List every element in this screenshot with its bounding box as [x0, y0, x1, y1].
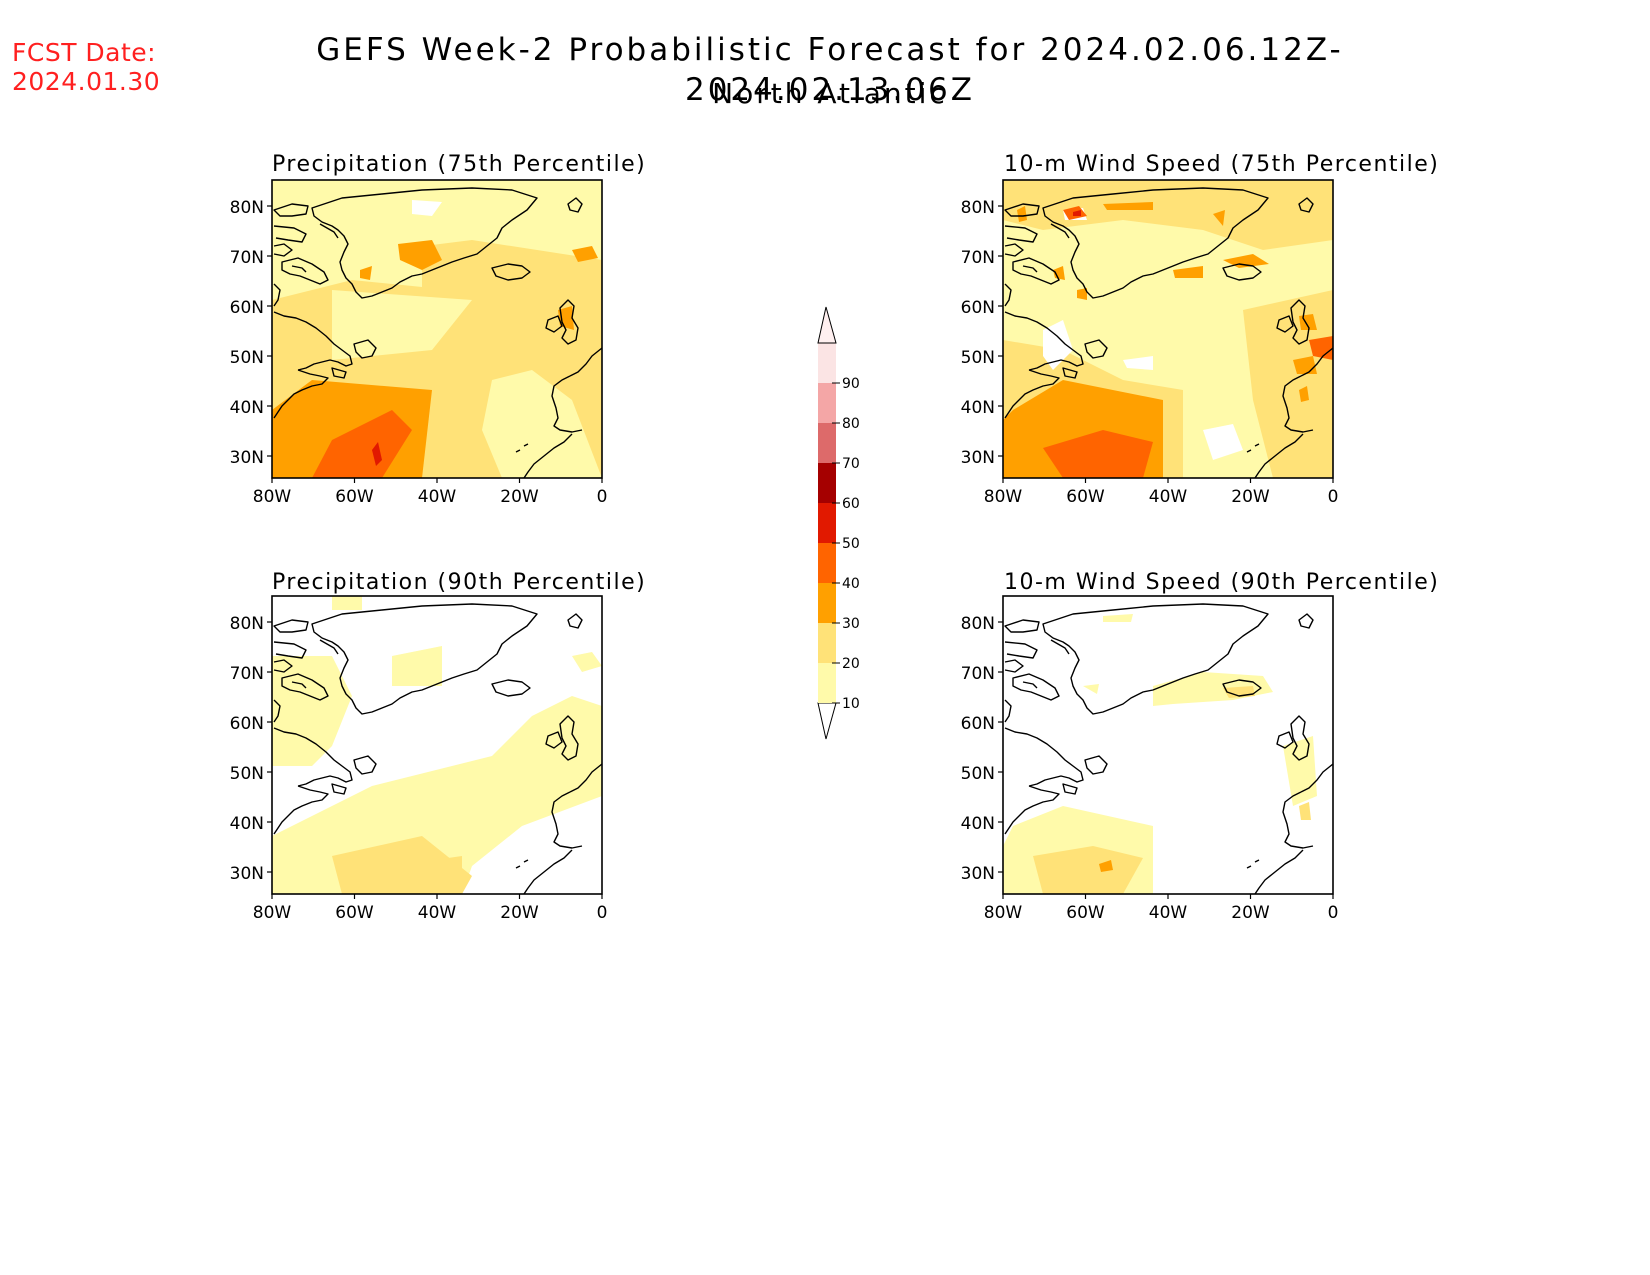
colorbar-swatch — [818, 543, 836, 583]
lon-label: 40W — [418, 903, 457, 923]
page-title: GEFS Week-2 Probabilistic Forecast for 2… — [316, 32, 1344, 108]
lon-label: 60W — [335, 903, 374, 923]
lat-label: 70N — [230, 248, 264, 268]
colorbar-swatch — [818, 423, 836, 463]
lon-label: 60W — [335, 487, 374, 507]
colorbar-low-extension — [817, 702, 837, 740]
lat-label: 50N — [230, 764, 264, 784]
lat-label: 70N — [961, 664, 995, 684]
lat-label: 30N — [961, 864, 995, 884]
colorbar-label: 20 — [842, 656, 860, 672]
colorbar-label: 70 — [842, 456, 860, 472]
lat-label: 40N — [961, 398, 995, 418]
colorbar-swatch — [818, 503, 836, 543]
lat-label: 40N — [230, 814, 264, 834]
lat-label: 30N — [961, 448, 995, 468]
lat-label: 70N — [230, 664, 264, 684]
lat-label: 70N — [961, 248, 995, 268]
colorbar: 10 20 30 40 50 60 70 80 90 — [817, 306, 860, 740]
lon-label: 40W — [1149, 903, 1188, 923]
lat-label: 50N — [961, 348, 995, 368]
lat-label: 60N — [230, 714, 264, 734]
lat-label: 60N — [230, 298, 264, 318]
lon-label: 60W — [1066, 487, 1105, 507]
lon-label: 20W — [1231, 487, 1270, 507]
lat-label: 40N — [230, 398, 264, 418]
lat-label: 80N — [961, 614, 995, 634]
panel-title-precip-75: Precipitation (75th Percentile) — [272, 152, 647, 177]
colorbar-swatch — [818, 623, 836, 663]
colorbar-label: 80 — [842, 416, 860, 432]
lon-label: 20W — [1231, 903, 1270, 923]
colorbar-swatch — [818, 583, 836, 623]
colorbar-swatch — [818, 343, 836, 383]
fcst-date: 2024.01.30 — [12, 67, 161, 96]
lon-label: 20W — [500, 903, 539, 923]
colorbar-label: 10 — [842, 696, 860, 712]
map-wind-90: 80N 70N 60N 50N 40N 30N 80W 60W 40W 20W 0 — [961, 595, 1339, 923]
colorbar-high-extension — [817, 306, 837, 344]
map-wind-75: 80N 70N 60N 50N 40N 30N 80W 60W 40W 20W 0 — [961, 179, 1339, 507]
colorbar-swatch — [818, 663, 836, 703]
lon-label: 20W — [500, 487, 539, 507]
lat-label: 80N — [961, 198, 995, 218]
panel-title-precip-90: Precipitation (90th Percentile) — [272, 570, 647, 595]
lat-label: 80N — [230, 614, 264, 634]
colorbar-swatch — [818, 463, 836, 503]
lon-label: 80W — [984, 903, 1023, 923]
panel-title-wind-90: 10-m Wind Speed (90th Percentile) — [1004, 570, 1440, 595]
lat-label: 40N — [961, 814, 995, 834]
lon-label: 60W — [1066, 903, 1105, 923]
colorbar-label: 30 — [842, 616, 860, 632]
colorbar-label: 90 — [842, 376, 860, 392]
map-precip-75: 80N 70N 60N 50N 40N 30N 80W 60W 40W 20W 0 — [230, 179, 608, 507]
colorbar-label: 60 — [842, 496, 860, 512]
lon-label: 0 — [597, 903, 608, 923]
lon-label: 80W — [253, 487, 292, 507]
lon-label: 80W — [253, 903, 292, 923]
page-subtitle: North Atlantic — [712, 77, 948, 110]
fcst-label: FCST Date: — [12, 38, 157, 67]
lon-label: 0 — [1328, 903, 1339, 923]
lat-label: 50N — [961, 764, 995, 784]
map-precip-90: 80N 70N 60N 50N 40N 30N 80W 60W 40W 20W 0 — [230, 595, 608, 923]
colorbar-label: 50 — [842, 536, 860, 552]
fcst-date-label: FCST Date: 2024.01.30 — [12, 38, 160, 96]
lat-label: 60N — [961, 298, 995, 318]
lat-label: 80N — [230, 198, 264, 218]
lat-label: 30N — [230, 864, 264, 884]
lon-label: 40W — [1149, 487, 1188, 507]
panel-title-wind-75: 10-m Wind Speed (75th Percentile) — [1004, 152, 1440, 177]
lon-label: 40W — [418, 487, 457, 507]
lat-label: 30N — [230, 448, 264, 468]
lon-label: 0 — [1328, 487, 1339, 507]
lon-label: 80W — [984, 487, 1023, 507]
colorbar-swatch — [818, 383, 836, 423]
lat-label: 50N — [230, 348, 264, 368]
lon-label: 0 — [597, 487, 608, 507]
colorbar-label: 40 — [842, 576, 860, 592]
lat-label: 60N — [961, 714, 995, 734]
